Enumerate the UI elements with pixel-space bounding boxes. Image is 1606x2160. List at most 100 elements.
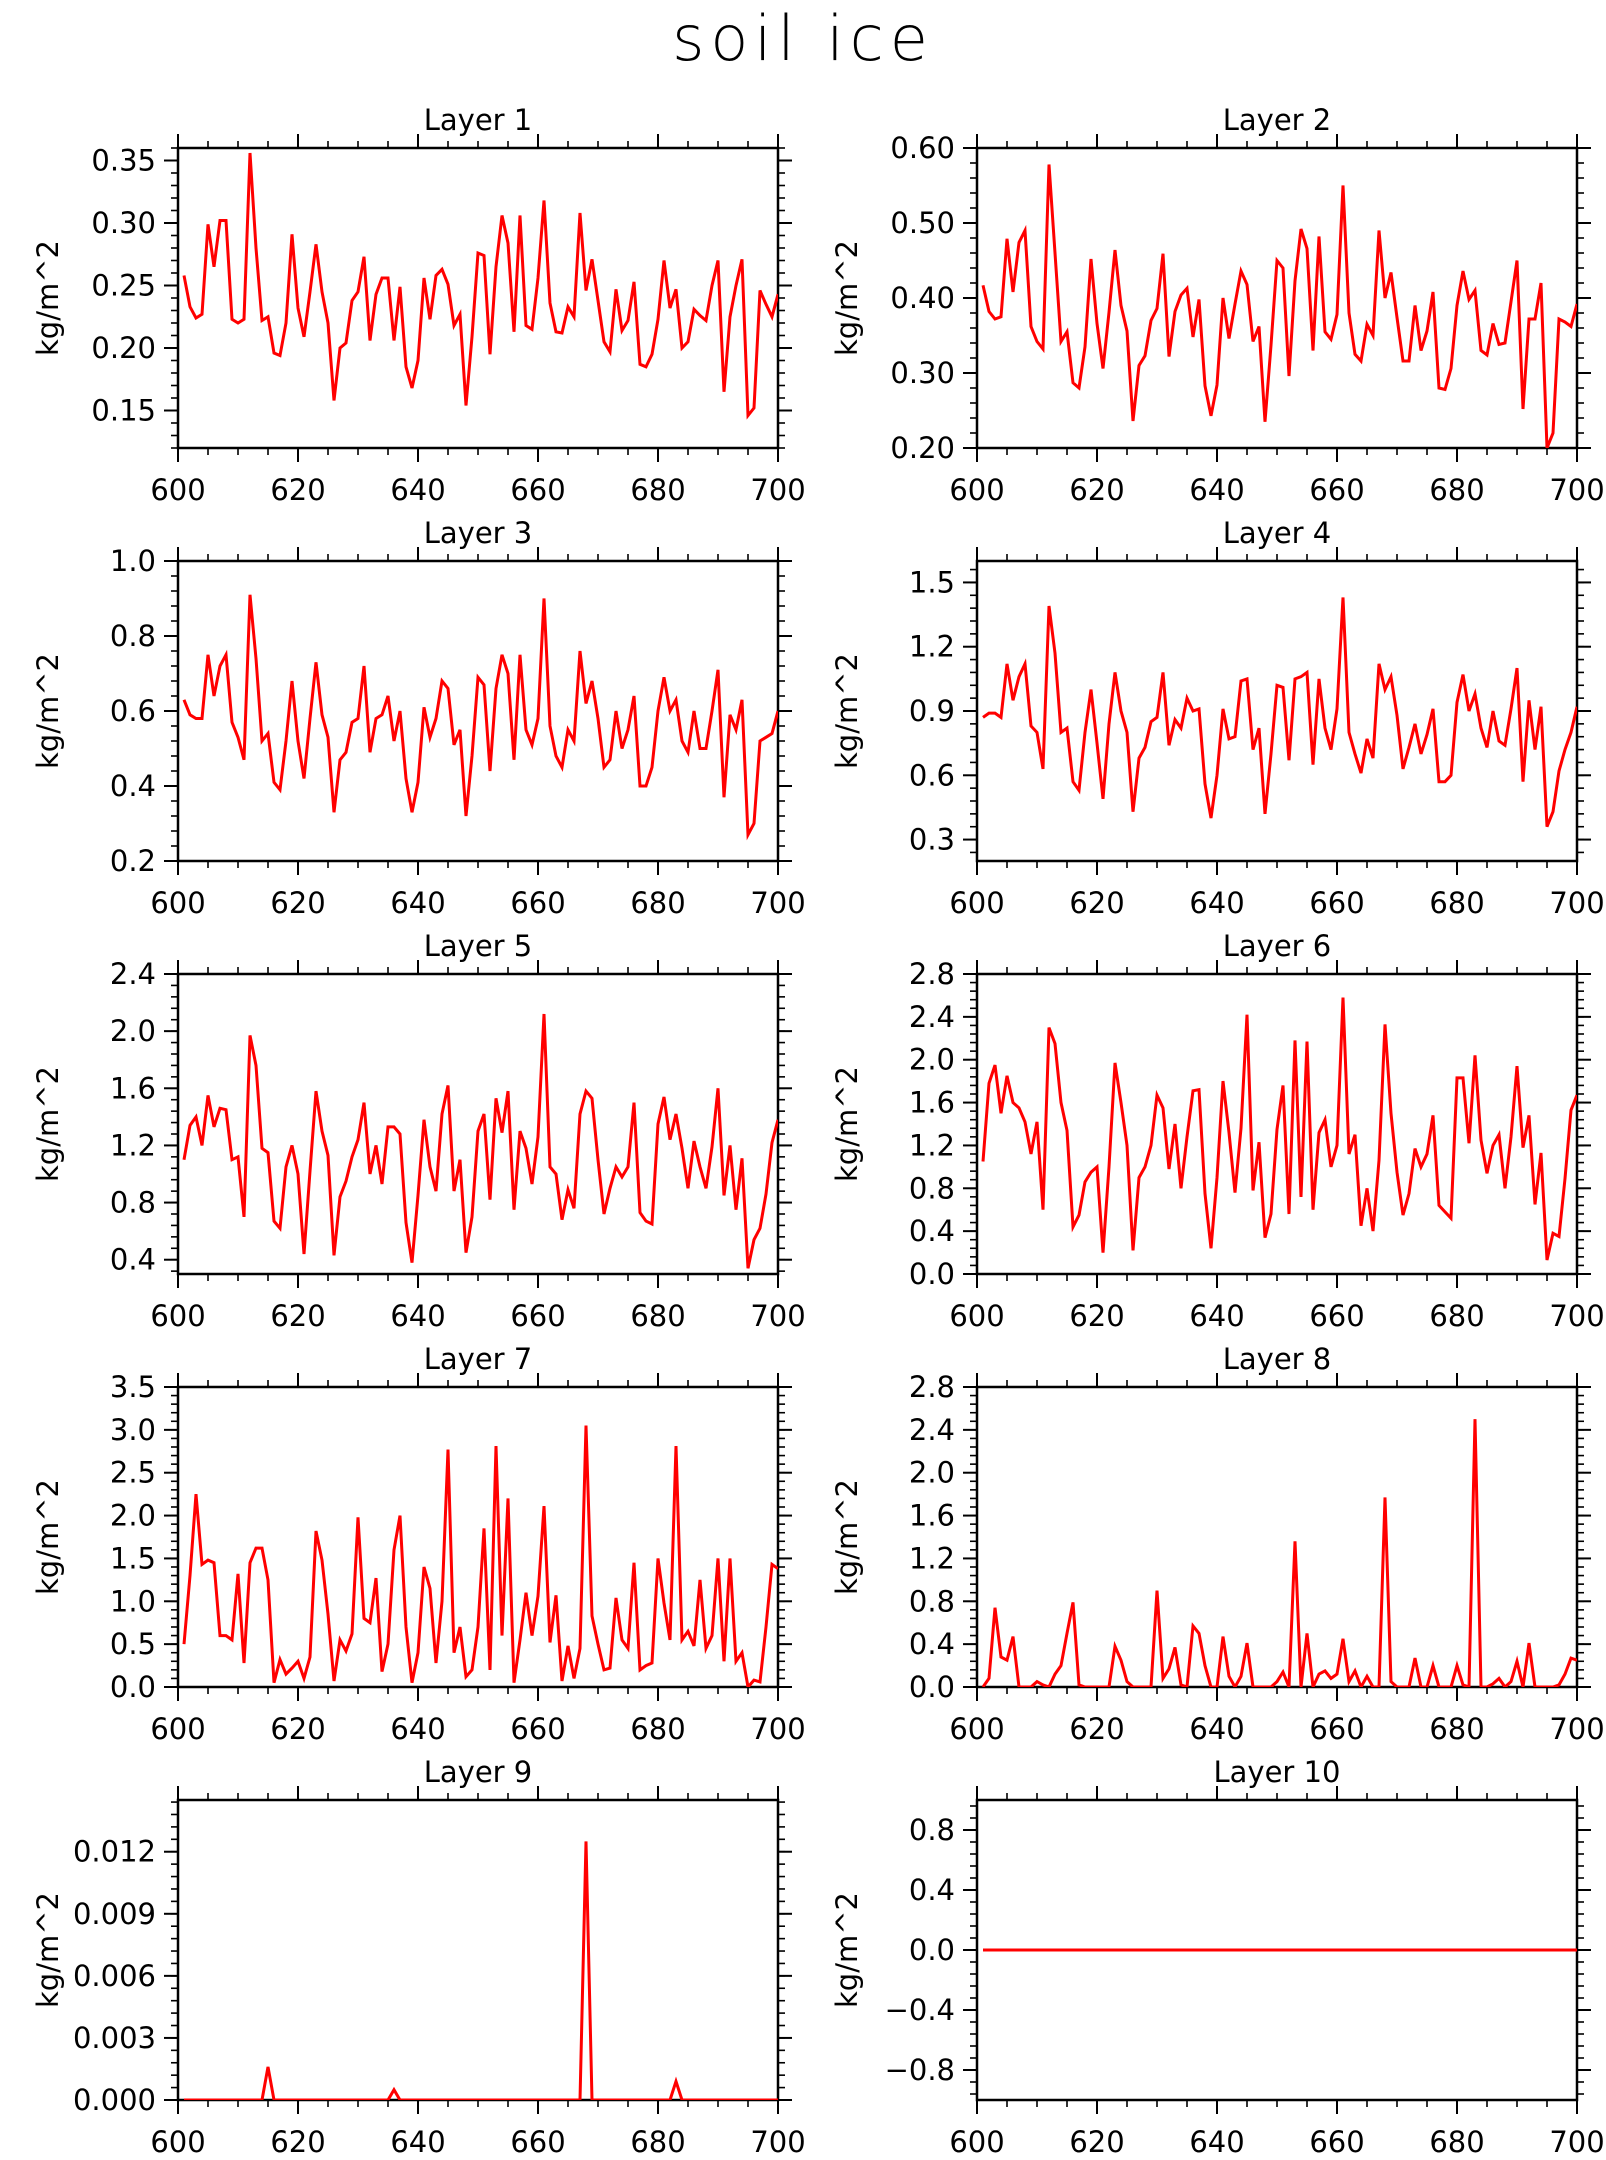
y-tick-label: 2.5 — [110, 1456, 156, 1490]
y-tick-label: 0.8 — [110, 619, 156, 653]
y-tick-label: 2.4 — [110, 957, 156, 991]
x-tick-label: 700 — [750, 1299, 805, 1333]
x-tick-label: 620 — [270, 2125, 325, 2159]
series-line — [981, 997, 1577, 1261]
y-tick-label: −0.4 — [885, 1993, 955, 2027]
x-tick-label: 600 — [150, 1712, 205, 1746]
panel-1: Layer 1 kg/m^2 600 620 640 660 680 700 0.15 0.20 0… — [31, 103, 806, 507]
x-tick-label: 700 — [750, 886, 805, 920]
y-tick-label: 0.4 — [110, 1243, 156, 1277]
panel-title: Layer 10 — [1214, 1755, 1341, 1789]
x-tick-label: 640 — [390, 2125, 445, 2159]
x-tick-label: 680 — [1429, 1299, 1484, 1333]
x-tick-label: 620 — [270, 1712, 325, 1746]
x-tick-label: 640 — [390, 1712, 445, 1746]
panel-10: Layer 10 kg/m^2 600 620 640 660 680 700 −0.8 −0.4… — [830, 1755, 1605, 2159]
panel-5: Layer 5 kg/m^2 600 620 640 660 680 700 0.4 0.8 1.2… — [31, 929, 806, 1333]
x-tick-label: 680 — [630, 473, 685, 507]
x-tick-label: 640 — [390, 886, 445, 920]
y-tick-label: 0.0 — [909, 1257, 955, 1291]
x-tick-label: 680 — [1429, 2125, 1484, 2159]
x-tick-label: 680 — [630, 1712, 685, 1746]
y-tick-label: 0.012 — [73, 1835, 156, 1869]
y-tick-label: −0.8 — [885, 2053, 955, 2087]
y-tick-label: 1.2 — [909, 1128, 955, 1162]
x-tick-label: 700 — [1549, 473, 1604, 507]
panel-title: Layer 8 — [1223, 1342, 1332, 1376]
y-tick-label: 0.4 — [909, 1627, 955, 1661]
x-tick-label: 700 — [750, 473, 805, 507]
series-line — [981, 164, 1577, 448]
series-line — [182, 152, 778, 420]
y-tick-label: 2.0 — [909, 1456, 955, 1490]
x-tick-label: 660 — [510, 1299, 565, 1333]
panel-title: Layer 7 — [424, 1342, 533, 1376]
y-tick-label: 1.5 — [909, 565, 955, 599]
x-tick-label: 640 — [1189, 2125, 1244, 2159]
plot-frame — [975, 146, 1579, 450]
y-tick-label: 0.60 — [890, 131, 955, 165]
series-line — [182, 594, 778, 841]
panel-title: Layer 4 — [1223, 516, 1332, 550]
y-axis-label: kg/m^2 — [31, 1892, 65, 2008]
y-tick-label: 2.0 — [909, 1043, 955, 1077]
x-tick-label: 700 — [1549, 1299, 1604, 1333]
y-tick-label: 0.9 — [909, 694, 955, 728]
plot-frame — [975, 1385, 1579, 1689]
y-tick-label: 1.2 — [909, 630, 955, 664]
y-tick-label: 0.5 — [110, 1627, 156, 1661]
panel-title: Layer 5 — [424, 929, 533, 963]
y-tick-label: 0.25 — [91, 269, 156, 303]
y-tick-label: 0.30 — [91, 206, 156, 240]
y-tick-label: 0.4 — [110, 769, 156, 803]
y-axis-label: kg/m^2 — [830, 653, 864, 769]
panel-title: Layer 9 — [424, 1755, 533, 1789]
x-tick-label: 620 — [270, 886, 325, 920]
y-tick-label: 0.4 — [909, 1214, 955, 1248]
x-tick-label: 600 — [949, 2125, 1004, 2159]
panel-3: Layer 3 kg/m^2 600 620 640 660 680 700 0.2 0.4 0.6… — [31, 516, 806, 920]
y-axis-label: kg/m^2 — [31, 240, 65, 356]
plot-frame — [176, 972, 780, 1276]
x-tick-label: 660 — [1309, 2125, 1364, 2159]
x-tick-label: 640 — [390, 1299, 445, 1333]
figure-title: soil ice — [672, 2, 934, 75]
y-axis-label: kg/m^2 — [830, 1479, 864, 1595]
y-tick-label: 3.0 — [110, 1413, 156, 1447]
x-tick-label: 620 — [1069, 2125, 1124, 2159]
y-tick-label: 0.8 — [909, 1813, 955, 1847]
x-tick-label: 600 — [949, 473, 1004, 507]
panel-9: Layer 9 kg/m^2 600 620 640 660 680 700 0.000 0.00… — [31, 1755, 806, 2159]
y-tick-label: 0.8 — [110, 1186, 156, 1220]
y-tick-label: 0.6 — [110, 694, 156, 728]
x-tick-label: 660 — [510, 2125, 565, 2159]
y-axis-label: kg/m^2 — [31, 1479, 65, 1595]
panel-2: Layer 2 kg/m^2 600 620 640 660 680 700 0.20 0.30 0… — [830, 103, 1605, 507]
series-line — [184, 1841, 778, 2100]
x-tick-label: 600 — [949, 886, 1004, 920]
panel-title: Layer 2 — [1223, 103, 1332, 137]
y-tick-label: 0.009 — [73, 1897, 156, 1931]
y-tick-label: 0.003 — [73, 2021, 156, 2055]
x-tick-label: 640 — [1189, 473, 1244, 507]
panel-6: Layer 6 kg/m^2 600 620 640 660 680 700 0.0 0.4 0.8… — [830, 929, 1605, 1333]
y-tick-label: 1.5 — [110, 1541, 156, 1575]
x-tick-label: 700 — [1549, 886, 1604, 920]
y-tick-label: 1.0 — [110, 544, 156, 578]
x-tick-label: 600 — [150, 1299, 205, 1333]
x-tick-label: 660 — [510, 473, 565, 507]
y-tick-label: 1.0 — [110, 1584, 156, 1618]
x-tick-label: 640 — [390, 473, 445, 507]
y-tick-label: 0.15 — [91, 394, 156, 428]
y-tick-label: 1.6 — [110, 1071, 156, 1105]
x-tick-label: 680 — [630, 2125, 685, 2159]
y-tick-label: 1.6 — [909, 1086, 955, 1120]
y-tick-label: 0.20 — [91, 331, 156, 365]
x-tick-label: 640 — [1189, 886, 1244, 920]
x-tick-label: 600 — [150, 473, 205, 507]
y-tick-label: 0.40 — [890, 281, 955, 315]
plot-frame — [176, 146, 780, 450]
y-tick-label: 0.35 — [91, 144, 156, 178]
x-tick-label: 660 — [1309, 886, 1364, 920]
